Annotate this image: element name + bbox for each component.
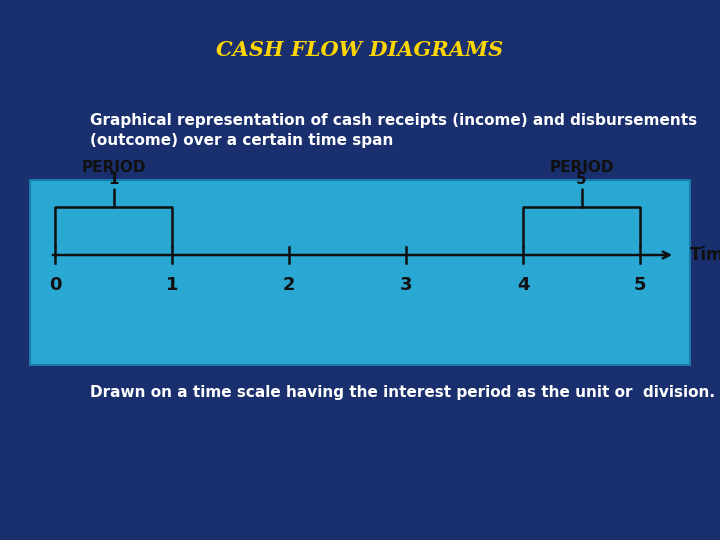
Text: Drawn on a time scale having the interest period as the unit or  division.: Drawn on a time scale having the interes… — [90, 384, 715, 400]
Text: PERIOD: PERIOD — [81, 160, 145, 175]
Text: CASH FLOW DIAGRAMS: CASH FLOW DIAGRAMS — [217, 40, 503, 60]
FancyBboxPatch shape — [30, 180, 690, 365]
Text: 4: 4 — [517, 276, 529, 294]
Text: PERIOD: PERIOD — [549, 160, 613, 175]
Text: 5: 5 — [576, 172, 587, 187]
Text: (outcome) over a certain time span: (outcome) over a certain time span — [90, 132, 393, 147]
Text: 0: 0 — [49, 276, 61, 294]
Text: 5: 5 — [634, 276, 647, 294]
Text: 1: 1 — [108, 172, 119, 187]
Text: Time: Time — [690, 246, 720, 264]
Text: 3: 3 — [400, 276, 413, 294]
Text: 2: 2 — [283, 276, 295, 294]
Text: Graphical representation of cash receipts (income) and disbursements: Graphical representation of cash receipt… — [90, 112, 697, 127]
Text: 1: 1 — [166, 276, 179, 294]
